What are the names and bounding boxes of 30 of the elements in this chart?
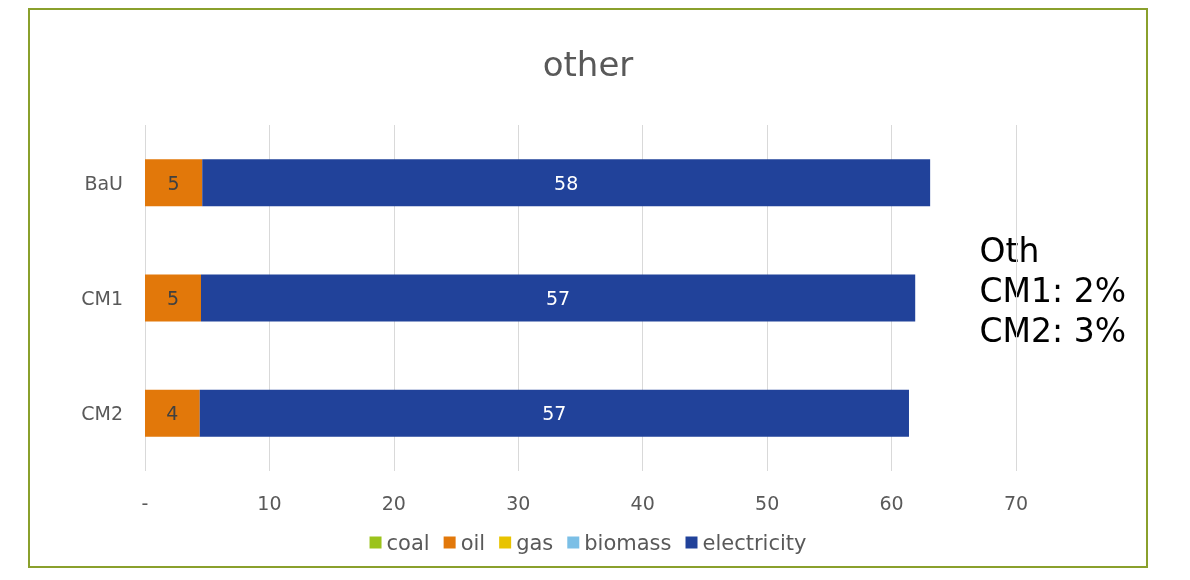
bar [200, 274, 916, 322]
data-label: 57 [542, 402, 567, 425]
data-label: 57 [546, 287, 571, 309]
y-tick-label: BaU [84, 171, 123, 194]
bar [202, 159, 931, 207]
x-tick-label: 70 [1003, 491, 1029, 514]
bar [145, 159, 203, 207]
y-tick-label: CM1 [81, 287, 123, 309]
legend-label: gas [516, 530, 554, 555]
bar [145, 274, 201, 322]
chart-title: other [542, 44, 634, 84]
legend-label: coal [386, 530, 430, 555]
legend-label: oil [460, 530, 486, 555]
y-tick-label: CM2 [81, 402, 123, 425]
x-tick-label: 30 [506, 491, 531, 514]
data-label: 5 [166, 287, 180, 309]
data-label: 5 [167, 171, 180, 194]
bar [145, 389, 200, 437]
x-tick-label: 60 [879, 491, 904, 514]
legend-label: electricity [702, 530, 807, 555]
data-label: 58 [554, 171, 579, 194]
legend-label: biomass [584, 530, 672, 555]
data-label: 4 [166, 402, 179, 425]
x-tick-label: - [141, 491, 149, 514]
x-tick-label: 50 [755, 491, 780, 514]
x-tick-label: 40 [630, 491, 655, 514]
x-tick-label: 20 [381, 491, 406, 514]
annotation: Oth CM1: 2% CM2: 3% [979, 230, 1127, 350]
bar [199, 389, 909, 437]
x-tick-label: 10 [257, 491, 282, 514]
